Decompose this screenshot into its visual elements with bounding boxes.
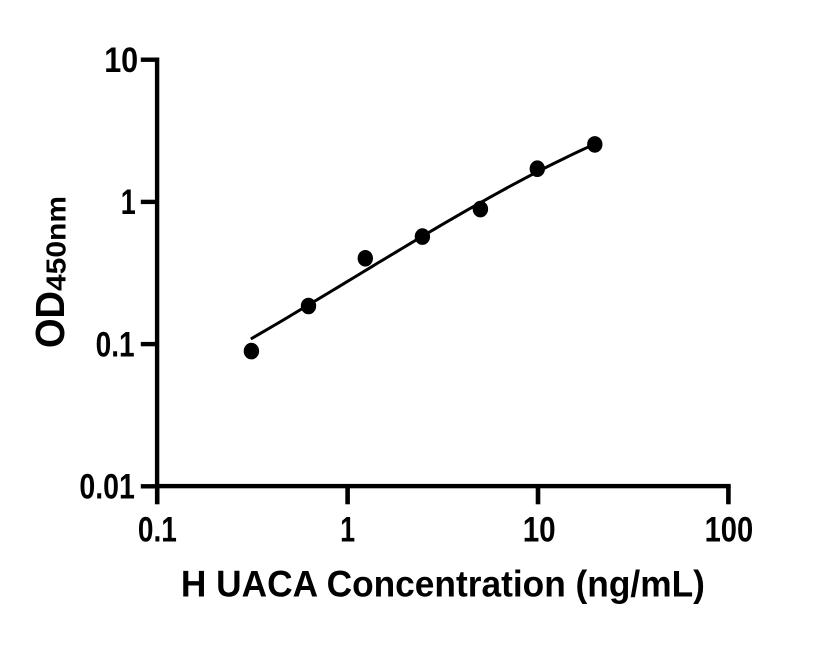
- svg-text:10: 10: [104, 40, 138, 80]
- svg-text:H UACA Concentration (ng/mL): H UACA Concentration (ng/mL): [181, 563, 705, 604]
- svg-text:0.01: 0.01: [79, 467, 135, 507]
- svg-text:0.1: 0.1: [138, 509, 177, 549]
- svg-text:1: 1: [340, 509, 355, 549]
- svg-text:1: 1: [121, 182, 136, 222]
- svg-text:10: 10: [523, 509, 556, 549]
- svg-text:100: 100: [705, 509, 754, 549]
- svg-text:0.1: 0.1: [96, 324, 135, 364]
- svg-text:OD450nm: OD450nm: [27, 196, 73, 348]
